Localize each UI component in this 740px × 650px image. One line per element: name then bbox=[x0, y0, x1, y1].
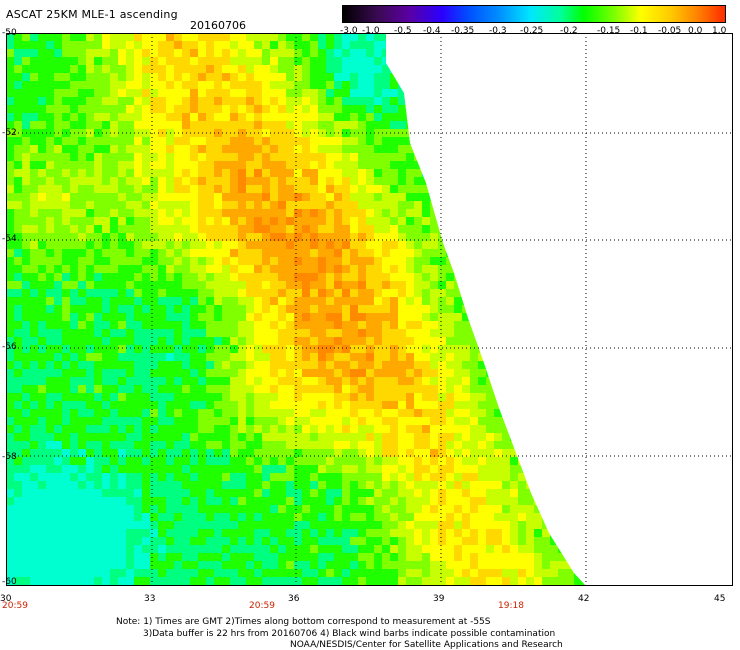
colorbar-label: -0.5 bbox=[394, 26, 412, 36]
colorbar-label: -0.4 bbox=[423, 26, 441, 36]
lat-lon-grid bbox=[6, 33, 733, 586]
colorbar-label: -0.35 bbox=[451, 26, 475, 36]
lat-label: -52 bbox=[2, 128, 17, 138]
pass-time-label: 20:59 bbox=[2, 601, 28, 611]
colorbar-label: 1.0 bbox=[712, 26, 727, 36]
wind-field bbox=[6, 33, 586, 586]
note-line-3: NOAA/NESDIS/Center for Satellite Applica… bbox=[290, 640, 563, 650]
colorbar-label: -0.1 bbox=[630, 26, 648, 36]
colorbar-label: -0.25 bbox=[520, 26, 544, 36]
colorbar-label: -0.15 bbox=[597, 26, 621, 36]
colorbar-label: -0.2 bbox=[560, 26, 578, 36]
note-line-2: 3)Data buffer is 22 hrs from 20160706 4)… bbox=[143, 629, 556, 639]
pass-time-label: 19:18 bbox=[498, 601, 524, 611]
lat-label: -58 bbox=[2, 452, 17, 462]
colorbar-label: -1.0 bbox=[362, 26, 380, 36]
colorbar-label: -0.3 bbox=[489, 26, 507, 36]
lat-label: -56 bbox=[2, 342, 17, 352]
lat-label: -60 bbox=[2, 577, 17, 587]
map-frame bbox=[6, 33, 733, 586]
lat-label: -54 bbox=[2, 234, 17, 244]
map-plot bbox=[6, 33, 733, 586]
lon-label: 42 bbox=[578, 594, 590, 604]
lon-label: 36 bbox=[288, 594, 300, 604]
colorbar-label: -3.0 bbox=[340, 26, 358, 36]
colorbar bbox=[342, 5, 726, 23]
pass-time-label: 20:59 bbox=[249, 601, 275, 611]
colorbar-label: -0.05 bbox=[658, 26, 682, 36]
lon-label: 39 bbox=[433, 594, 445, 604]
lon-label: 30 bbox=[0, 594, 12, 604]
product-title: ASCAT 25KM MLE-1 ascending bbox=[6, 8, 178, 21]
lon-label: 33 bbox=[144, 594, 156, 604]
product-date: 20160706 bbox=[190, 19, 246, 32]
colorbar-label: 0.0 bbox=[688, 26, 703, 36]
lon-label: 45 bbox=[714, 594, 726, 604]
note-line-1: Note: 1) Times are GMT 2)Times along bot… bbox=[116, 617, 491, 627]
lat-label: -50 bbox=[2, 28, 17, 38]
